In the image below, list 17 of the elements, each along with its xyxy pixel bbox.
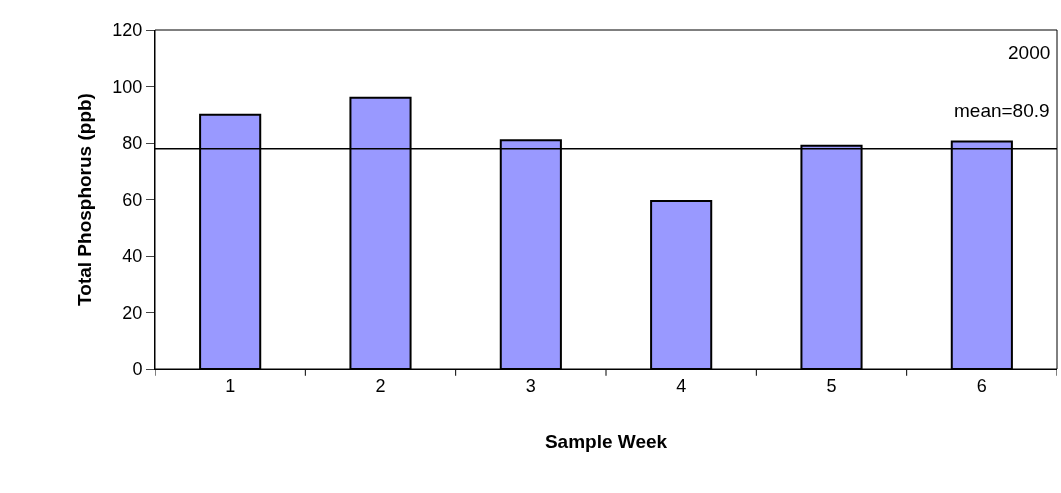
y-tick-label: 40 (122, 246, 143, 267)
annotation: mean=80.9 (954, 100, 1050, 121)
x-tick-label: 4 (676, 375, 687, 396)
y-tick-label: 20 (122, 302, 143, 323)
y-tick-label: 120 (112, 20, 143, 41)
y-tick-label: 60 (122, 189, 143, 210)
y-tick-label: 100 (112, 76, 143, 97)
x-tick-label: 1 (225, 375, 236, 396)
x-tick-label: 5 (826, 375, 837, 396)
annotation: 2000 (1008, 42, 1051, 63)
y-axis-title: Total Phosphorus (ppb) (74, 93, 96, 306)
y-tick-label: 80 (122, 133, 143, 154)
y-tick-label: 0 (132, 359, 143, 380)
x-tick-label: 2 (375, 375, 386, 396)
x-tick-label: 6 (976, 375, 987, 396)
x-axis-title: Sample Week (544, 431, 668, 453)
x-tick-label: 3 (525, 375, 536, 396)
